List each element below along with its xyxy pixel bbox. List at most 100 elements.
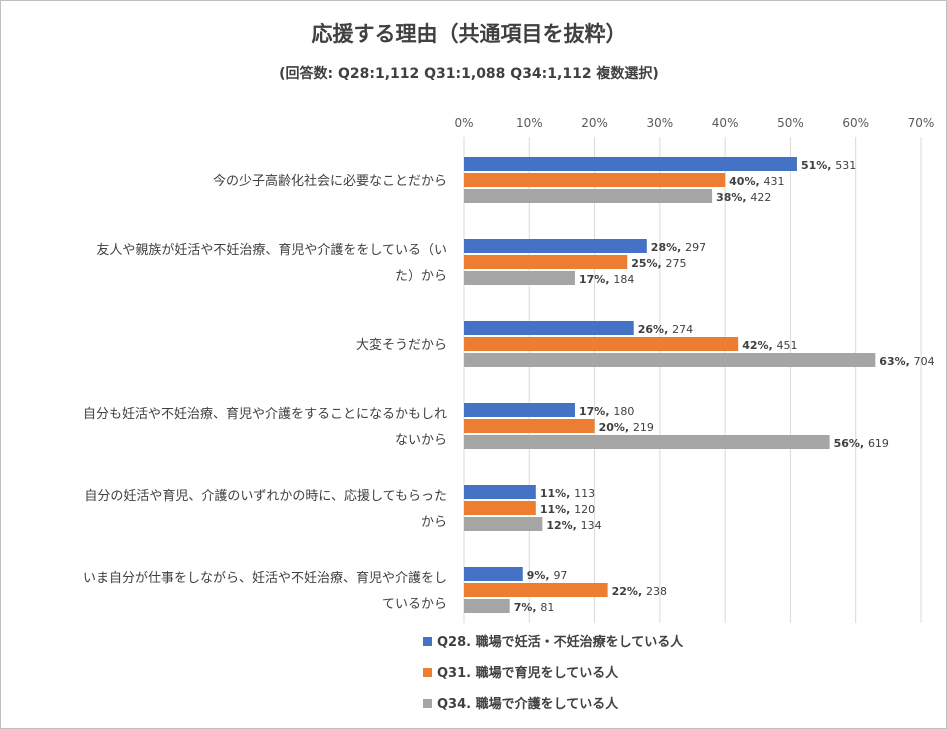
data-label: 7%, 81 <box>514 601 555 614</box>
data-label-percent: 28%, <box>651 241 685 254</box>
legend-label: Q28. 職場で妊活・不妊治療をしている人 <box>437 634 684 650</box>
bar <box>464 239 647 253</box>
category-label: 自分も妊活や不妊治療、育児や介護をすることになるかもしれ <box>83 406 447 422</box>
data-label-percent: 56%, <box>834 437 868 450</box>
data-label: 11%, 113 <box>540 487 595 500</box>
bar <box>464 599 510 613</box>
data-label-percent: 9%, <box>527 569 554 582</box>
data-label-count: 184 <box>613 273 634 286</box>
data-label-count: 81 <box>540 601 554 614</box>
x-axis-ticks: 0% 10% 20% 30% 40% 50% 60% 70% <box>454 116 934 130</box>
category-label: ないから <box>395 433 447 448</box>
data-label-count: 97 <box>553 569 567 582</box>
chart-subtitle: (回答数: Q28:1,112 Q31:1,088 Q34:1,112 複数選択… <box>279 65 659 82</box>
category-label: 今の少子高齢化社会に必要なことだから <box>213 173 447 189</box>
category-label: いま自分が仕事をしながら、妊活や不妊治療、育児や介護をし <box>83 570 447 586</box>
bars <box>464 157 876 613</box>
data-label-count: 134 <box>581 519 602 532</box>
data-label-percent: 26%, <box>638 323 672 336</box>
data-label-percent: 20%, <box>599 421 633 434</box>
x-tick-label: 40% <box>712 116 739 130</box>
data-label: 17%, 180 <box>579 405 634 418</box>
data-label: 63%, 704 <box>879 355 934 368</box>
data-label-count: 180 <box>613 405 634 418</box>
legend-label: Q31. 職場で育児をしている人 <box>437 665 619 681</box>
data-label-count: 275 <box>666 257 687 270</box>
data-label-percent: 40%, <box>729 175 763 188</box>
data-label: 40%, 431 <box>729 175 784 188</box>
data-label-percent: 17%, <box>579 405 613 418</box>
bar <box>464 157 797 171</box>
data-label-percent: 17%, <box>579 273 613 286</box>
bar <box>464 567 523 581</box>
data-label-percent: 11%, <box>540 503 574 516</box>
data-label: 42%, 451 <box>742 339 797 352</box>
bar <box>464 485 536 499</box>
bar <box>464 321 634 335</box>
category-labels: 今の少子高齢化社会に必要なことだから友人や親族が妊活や不妊治療、育児や介護ををし… <box>83 173 447 612</box>
category-label: 大変そうだから <box>356 337 447 353</box>
data-labels: 51%, 531 40%, 431 38%, 422 28%, 297 25%, 275… <box>514 159 935 614</box>
data-label-percent: 22%, <box>612 585 646 598</box>
data-label: 25%, 275 <box>631 257 686 270</box>
x-tick-label: 30% <box>647 116 674 130</box>
gridlines <box>463 137 922 623</box>
data-label: 22%, 238 <box>612 585 667 598</box>
bar <box>464 501 536 515</box>
chart-title: 応援する理由（共通項目を抜粋） <box>312 22 627 46</box>
data-label-percent: 7%, <box>514 601 541 614</box>
bar <box>464 403 575 417</box>
category-label: 自分の妊活や育児、介護のいずれかの時に、応援してもらった <box>84 488 447 504</box>
data-label-count: 619 <box>868 437 889 450</box>
legend-label: Q34. 職場で介護をしている人 <box>437 696 619 712</box>
data-label-count: 219 <box>633 421 654 434</box>
data-label-count: 451 <box>777 339 798 352</box>
legend-swatch <box>423 637 432 646</box>
data-label: 17%, 184 <box>579 273 634 286</box>
category-label: から <box>421 515 447 530</box>
category-label: 友人や親族が妊活や不妊治療、育児や介護ををしている（い <box>96 242 447 258</box>
data-label: 26%, 274 <box>638 323 693 336</box>
data-label-percent: 25%, <box>631 257 665 270</box>
legend: Q28. 職場で妊活・不妊治療をしている人 Q31. 職場で育児をしている人 Q34… <box>423 634 684 712</box>
data-label: 38%, 422 <box>716 191 771 204</box>
data-label: 9%, 97 <box>527 569 568 582</box>
data-label-count: 297 <box>685 241 706 254</box>
data-label-percent: 11%, <box>540 487 574 500</box>
data-label-count: 704 <box>914 355 935 368</box>
data-label: 51%, 531 <box>801 159 856 172</box>
bar <box>464 583 608 597</box>
data-label-percent: 42%, <box>742 339 776 352</box>
data-label-count: 422 <box>750 191 771 204</box>
data-label-percent: 51%, <box>801 159 835 172</box>
data-label-percent: 38%, <box>716 191 750 204</box>
category-label: ているから <box>382 597 447 612</box>
x-tick-label: 50% <box>777 116 804 130</box>
bar <box>464 271 575 285</box>
bar <box>464 337 739 351</box>
legend-swatch <box>423 699 432 708</box>
bar <box>464 517 543 531</box>
bar <box>464 255 628 269</box>
data-label: 11%, 120 <box>540 503 595 516</box>
bar <box>464 419 595 433</box>
data-label: 56%, 619 <box>834 437 889 450</box>
data-label-count: 531 <box>835 159 856 172</box>
x-tick-label: 0% <box>454 116 473 130</box>
x-tick-label: 70% <box>908 116 935 130</box>
data-label: 28%, 297 <box>651 241 706 254</box>
bar <box>464 189 713 203</box>
data-label-count: 238 <box>646 585 667 598</box>
data-label-percent: 12%, <box>546 519 580 532</box>
data-label-count: 431 <box>763 175 784 188</box>
x-tick-label: 10% <box>516 116 543 130</box>
category-label: た）から <box>395 269 447 284</box>
data-label-count: 113 <box>574 487 595 500</box>
data-label: 12%, 134 <box>546 519 601 532</box>
bar <box>464 173 726 187</box>
legend-swatch <box>423 668 432 677</box>
data-label-count: 120 <box>574 503 595 516</box>
data-label-percent: 63%, <box>879 355 913 368</box>
